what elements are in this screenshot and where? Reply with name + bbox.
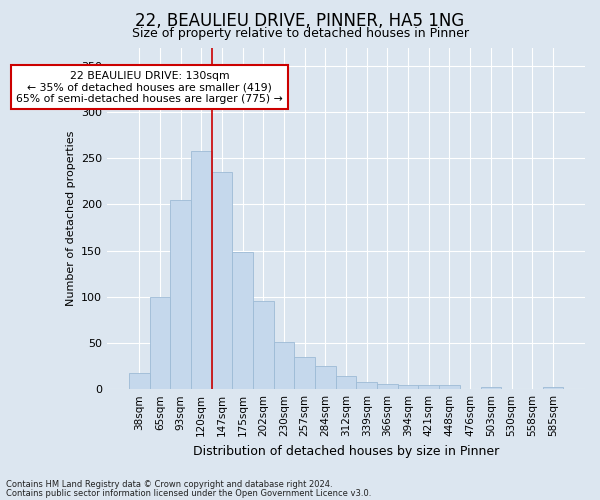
Bar	[336, 376, 356, 389]
Bar	[481, 388, 501, 389]
Bar	[170, 200, 191, 389]
Bar	[212, 172, 232, 389]
Text: 22, BEAULIEU DRIVE, PINNER, HA5 1NG: 22, BEAULIEU DRIVE, PINNER, HA5 1NG	[136, 12, 464, 30]
Text: Contains HM Land Registry data © Crown copyright and database right 2024.: Contains HM Land Registry data © Crown c…	[6, 480, 332, 489]
Text: Contains public sector information licensed under the Open Government Licence v3: Contains public sector information licen…	[6, 488, 371, 498]
Bar	[356, 382, 377, 389]
Y-axis label: Number of detached properties: Number of detached properties	[65, 130, 76, 306]
Bar	[129, 374, 149, 389]
Bar	[191, 151, 212, 389]
Bar	[274, 342, 295, 389]
Bar	[149, 297, 170, 389]
Bar	[232, 252, 253, 389]
Bar	[295, 357, 315, 389]
Bar	[542, 388, 563, 389]
X-axis label: Distribution of detached houses by size in Pinner: Distribution of detached houses by size …	[193, 444, 499, 458]
Bar	[253, 300, 274, 389]
Bar	[398, 386, 418, 389]
Bar	[377, 384, 398, 389]
Bar	[315, 366, 336, 389]
Text: 22 BEAULIEU DRIVE: 130sqm
← 35% of detached houses are smaller (419)
65% of semi: 22 BEAULIEU DRIVE: 130sqm ← 35% of detac…	[16, 70, 283, 104]
Text: Size of property relative to detached houses in Pinner: Size of property relative to detached ho…	[131, 28, 469, 40]
Bar	[418, 384, 439, 389]
Bar	[439, 384, 460, 389]
